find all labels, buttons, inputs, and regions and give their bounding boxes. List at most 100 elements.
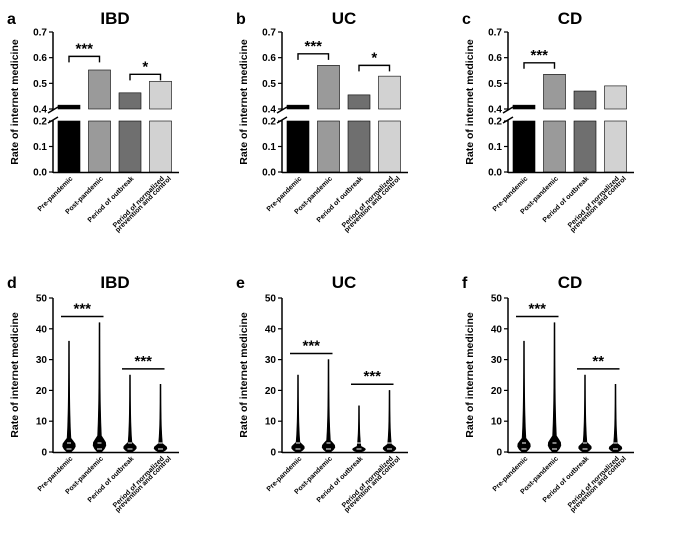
y-tick-label: 0.2 xyxy=(262,117,276,128)
bar-upper-2 xyxy=(347,94,371,110)
bar-upper-1 xyxy=(317,65,340,110)
panel-title-e: UC xyxy=(332,273,357,292)
bar-upper-3 xyxy=(149,80,172,110)
y-tick-label: 20 xyxy=(265,386,277,397)
bar-lower-2 xyxy=(347,120,371,173)
bar-lower-2 xyxy=(118,120,142,173)
y-axis-label: Rate of internet medicine xyxy=(238,312,250,438)
significance-bracket xyxy=(358,64,391,72)
panel-letter-d: d xyxy=(7,275,17,292)
y-tick-label: 0.7 xyxy=(488,28,502,39)
y-tick-label: 20 xyxy=(36,386,48,397)
x-tick-label: Period of normalized xyxy=(567,455,621,509)
bar-upper-2 xyxy=(118,92,142,110)
y-tick-label: 0.1 xyxy=(488,142,502,153)
y-tick-label: 0.0 xyxy=(262,168,276,179)
x-tick-label: Period of normalized xyxy=(341,175,395,229)
significance-stars: * xyxy=(142,58,148,75)
y-tick-label: 0.0 xyxy=(488,168,502,179)
panel-d: d IBD Rate of internet medicine 0 10 20 30 40 50… xyxy=(7,273,179,514)
y-axis-label: Rate of internet medicine xyxy=(464,39,476,165)
bar-upper-1 xyxy=(88,69,111,110)
bar-upper-1 xyxy=(543,74,566,110)
significance-bracket xyxy=(68,55,101,63)
y-tick-label: 0.6 xyxy=(262,53,276,64)
bar-lower-1 xyxy=(543,120,566,173)
y-axis-label: Rate of internet medicine xyxy=(9,312,21,438)
panel-title-b: UC xyxy=(332,9,357,28)
y-tick-label: 0 xyxy=(41,448,47,459)
y-tick-label: 10 xyxy=(491,417,503,428)
significance-stars: ** xyxy=(592,353,604,370)
y-tick-label: 30 xyxy=(491,355,503,366)
significance-bracket xyxy=(129,73,162,81)
panel-letter-f: f xyxy=(462,275,468,292)
y-tick-label: 0.4 xyxy=(488,105,502,116)
axis-break-mark xyxy=(502,116,514,124)
axis-break-mark xyxy=(276,106,288,114)
bar-lower-1 xyxy=(88,120,111,173)
y-tick-label: 50 xyxy=(491,294,503,305)
x-tick-label: Period of normalized xyxy=(567,175,621,229)
bar-lower-3 xyxy=(604,120,627,173)
y-tick-label: 0.2 xyxy=(33,117,47,128)
y-tick-label: 0 xyxy=(496,448,502,459)
significance-bracket xyxy=(523,62,556,69)
bar-lower-0 xyxy=(512,120,536,173)
y-tick-label: 30 xyxy=(36,355,48,366)
significance-stars: *** xyxy=(75,40,93,57)
significance-stars: *** xyxy=(302,337,320,354)
y-axis-label: Rate of internet medicine xyxy=(238,39,250,165)
y-tick-label: 50 xyxy=(265,294,277,305)
panel-c: c CD Rate of internet medicine 0.4 0.5 0.6 0.7… xyxy=(462,9,634,234)
x-tick-label: Period of normalized xyxy=(112,175,166,229)
bar-lower-1 xyxy=(317,120,340,173)
bar-lower-0 xyxy=(57,120,81,173)
y-tick-label: 0.6 xyxy=(488,53,502,64)
significance-stars: *** xyxy=(73,300,91,317)
panel-title-f: CD xyxy=(558,273,583,292)
significance-stars: *** xyxy=(304,38,322,55)
y-tick-label: 0.5 xyxy=(262,79,276,90)
y-tick-label: 0.4 xyxy=(262,105,276,116)
panel-title-c: CD xyxy=(558,9,583,28)
panel-b: b UC Rate of internet medicine 0.4 0.5 0.6 0.7… xyxy=(236,9,408,234)
significance-stars: * xyxy=(371,49,377,66)
bar-upper-3 xyxy=(378,75,401,110)
axis-break-mark xyxy=(502,106,514,114)
y-tick-label: 30 xyxy=(265,355,277,366)
bar-lower-0 xyxy=(286,120,310,173)
panel-title-d: IBD xyxy=(100,273,129,292)
significance-stars: *** xyxy=(530,47,548,64)
axis-break-mark xyxy=(276,116,288,124)
y-tick-label: 20 xyxy=(491,386,503,397)
y-tick-label: 0.6 xyxy=(33,53,47,64)
panel-e: e UC Rate of internet medicine 0 10 20 30 40 50 P… xyxy=(236,273,408,514)
y-tick-label: 10 xyxy=(265,417,277,428)
y-tick-label: 40 xyxy=(265,324,277,335)
y-tick-label: 0.2 xyxy=(488,117,502,128)
y-tick-label: 0.1 xyxy=(33,142,47,153)
bar-upper-0 xyxy=(512,104,536,110)
bar-lower-2 xyxy=(573,120,597,173)
bar-upper-3 xyxy=(604,85,627,110)
bar-upper-2 xyxy=(573,90,597,110)
axis-break-mark xyxy=(47,116,59,124)
y-tick-label: 50 xyxy=(36,294,48,305)
panel-letter-e: e xyxy=(236,275,245,292)
axis-break-mark xyxy=(47,106,59,114)
bar-upper-0 xyxy=(57,104,81,110)
significance-stars: *** xyxy=(134,353,152,370)
y-tick-label: 0.1 xyxy=(262,142,276,153)
panel-letter-c: c xyxy=(462,11,471,28)
x-tick-label: Period of normalized xyxy=(341,455,395,509)
x-tick-label: Period of normalized xyxy=(112,455,166,509)
panel-letter-a: a xyxy=(7,11,16,28)
y-tick-label: 0.5 xyxy=(488,79,502,90)
bar-lower-3 xyxy=(149,120,172,173)
panel-f: f CD Rate of internet medicine 0 10 20 30 40 50 P… xyxy=(462,273,634,514)
significance-stars: *** xyxy=(363,368,381,385)
y-tick-label: 0 xyxy=(270,448,276,459)
y-tick-label: 0.7 xyxy=(262,28,276,39)
